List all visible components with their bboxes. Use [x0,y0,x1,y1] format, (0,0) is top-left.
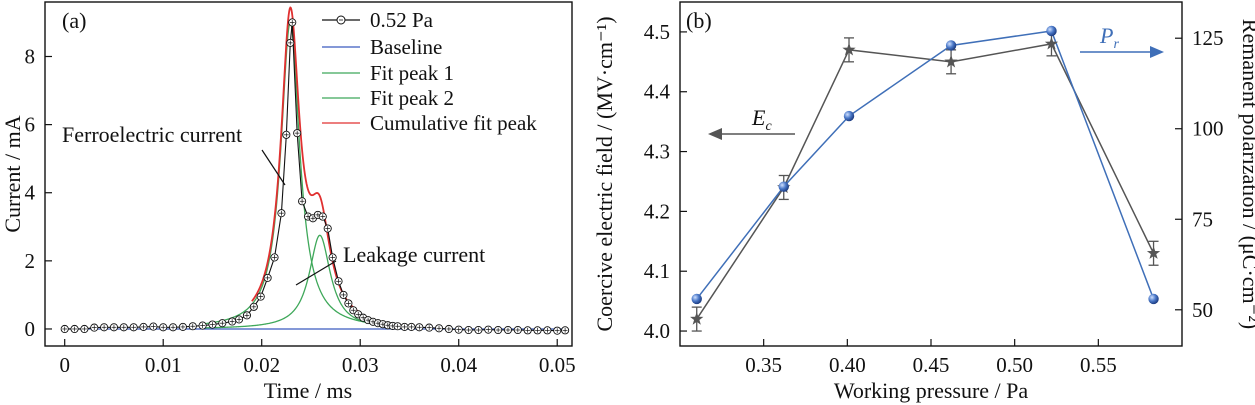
x-tick-label: 0.04 [440,353,477,377]
ec-data-point [842,42,856,56]
legend-label-measured: 0.52 Pa [370,8,434,32]
x-tick-label: 0.05 [539,353,576,377]
y-tick-label: 2 [25,249,36,273]
panel-b-right-y-axis-label: Remanent polarization / (μC·cm⁻²) [1238,19,1255,329]
ec-arrow-head [708,128,722,140]
panel-a-legend: 0.52 Pa Baseline Fit peak 1 Fit peak 2 C… [322,8,537,135]
x-tick-label: 0 [59,353,70,377]
legend-label-fit-peak-1: Fit peak 1 [370,61,454,85]
left-y-tick-label: 4.3 [644,140,670,164]
right-y-tick-label: 125 [1192,26,1224,50]
ec-data-point [944,54,958,68]
panel-b-x-ticks: 0.35 0.40 0.45 0.50 0.55 [745,339,1117,377]
pr-data-point [1148,293,1159,305]
panel-a-x-axis-label: Time / ms [264,378,352,403]
pr-series-line [696,30,1155,300]
annotation-leakage-leader [295,260,337,286]
pr-annotation: Pr [1099,23,1119,52]
x-tick-label: 0.45 [913,353,950,377]
panel-b-left-y-axis-label: Coercive electric field / (MV·cm⁻¹) [592,16,617,331]
pr-data-point [778,181,789,192]
x-tick-label: 0.50 [996,353,1033,377]
left-y-tick-label: 4.1 [644,259,670,283]
measured-data-line [64,22,566,332]
pr-data-point [1046,25,1057,37]
panel-a-y-axis-label: Current / mA [0,115,25,232]
ec-data-point [1146,246,1161,259]
x-tick-label: 0.55 [1080,353,1117,377]
right-y-tick-label: 100 [1192,117,1224,141]
panel-a-y-ticks: 0 2 4 6 8 [25,44,52,341]
ec-data-point [690,312,704,325]
legend-label-baseline: Baseline [370,35,442,59]
ec-annotation: Ec [751,105,772,134]
legend-label-cumulative: Cumulative fit peak [370,111,537,135]
y-tick-label: 8 [25,44,36,68]
annotation-ferroelectric-leader [261,149,286,186]
pr-data-point [945,40,957,51]
panel-a-x-ticks: 0 0.01 0.02 0.03 0.04 0.05 [59,339,576,377]
pr-data-point [691,293,702,305]
panel-a: (a) 0 0.01 0.02 0.03 0.04 0.05 0 2 4 6 8 Time / m… [0,1,576,403]
panel-a-data-markers [60,18,570,335]
legend-label-fit-peak-2: Fit peak 2 [370,86,454,110]
ec-series-line [696,43,1155,320]
y-tick-label: 0 [25,317,36,341]
pr-arrow-head [1150,46,1164,58]
right-y-tick-label: 75 [1192,207,1213,231]
panel-b-x-axis-label: Working pressure / Pa [834,378,1029,403]
panel-a-label: (a) [62,8,86,33]
left-y-tick-label: 4.4 [644,80,671,104]
x-tick-label: 0.02 [243,353,280,377]
panel-b: (b) 0.35 0.40 0.45 0.50 0.55 4.0 4.1 4.2 4.3 4.4… [592,1,1255,403]
x-tick-label: 0.35 [745,353,782,377]
left-y-tick-label: 4.5 [644,20,670,44]
panel-b-series [690,25,1161,332]
right-y-tick-label: 50 [1192,298,1213,322]
ec-data-point [1044,36,1059,50]
annotation-leakage-current: Leakage current [343,242,485,267]
x-tick-label: 0.40 [829,353,866,377]
panel-b-right-y-ticks: 50 75 100 125 [1175,26,1224,322]
panel-a-curves [64,6,566,332]
y-tick-label: 4 [25,181,36,205]
panel-b-label: (b) [686,8,712,33]
panel-a-plot-frame [44,1,573,347]
left-y-tick-label: 4.0 [644,319,670,343]
y-tick-label: 6 [25,113,36,137]
x-tick-label: 0.01 [145,353,182,377]
annotation-ferroelectric-current: Ferroelectric current [62,122,242,147]
x-tick-label: 0.03 [342,353,379,377]
left-y-tick-label: 4.2 [644,199,670,223]
panel-b-left-y-ticks: 4.0 4.1 4.2 4.3 4.4 4.5 [644,20,687,343]
pr-data-point [843,110,855,122]
